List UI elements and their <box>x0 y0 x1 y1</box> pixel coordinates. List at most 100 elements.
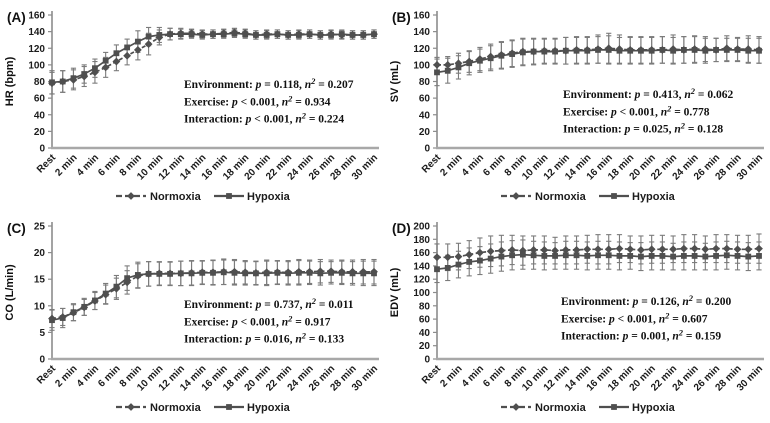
y-axis: 0 20 40 60 80 100 120 140 160 180 200 <box>413 222 438 366</box>
y-tick-label: 80 <box>34 77 46 88</box>
y-tick-label: 20 <box>419 127 431 138</box>
hypoxia-markers <box>434 47 762 76</box>
hypoxia-line <box>51 32 375 84</box>
stats-line: Exercise: p < 0.001, n2 = 0.607 <box>561 310 708 325</box>
legend-hypoxia-label: Hypoxia <box>632 191 676 203</box>
x-tick-label: 2 min <box>438 152 464 178</box>
stats-line: Exercise: p < 0.001, n2 = 0.934 <box>184 93 331 108</box>
x-tick-label: 4 min <box>75 363 101 389</box>
stats-line: Interaction: p = 0.016, n2 = 0.133 <box>184 331 344 346</box>
panel-B: 0 20 40 60 80 100 120 140 160 Rest 2 min 4 min 6 min… <box>385 0 770 211</box>
x-tick-label: 2 min <box>438 363 464 389</box>
y-tick-label: 15 <box>34 275 46 286</box>
x-tick-label: 2 min <box>53 152 79 178</box>
panel-letter: (D) <box>392 221 411 236</box>
x-tick-label: 2 min <box>53 363 79 389</box>
y-tick-label: 120 <box>413 44 430 55</box>
stats-line: Exercise: p < 0.001, n2 = 0.778 <box>563 103 710 118</box>
y-tick-label: 0 <box>424 144 430 155</box>
legend: Normoxia Hypoxia <box>116 191 291 203</box>
y-tick-label: 120 <box>28 44 45 55</box>
y-tick-label: 60 <box>419 315 431 326</box>
legend-hypoxia-label: Hypoxia <box>247 402 291 414</box>
y-axis: 0 20 40 60 80 100 120 140 160 <box>413 11 438 155</box>
stats-line: Interaction: p = 0.025, n2 = 0.128 <box>563 121 723 136</box>
y-tick-label: 140 <box>28 27 45 38</box>
y-tick-label: 20 <box>419 341 431 352</box>
legend-hypoxia-label: Hypoxia <box>247 191 291 203</box>
y-tick-label: 5 <box>39 328 45 339</box>
x-tick-label: 4 min <box>460 363 486 389</box>
panel-letter: (A) <box>7 10 26 25</box>
x-tick-label: 4 min <box>460 152 486 178</box>
y-tick-label: 100 <box>28 60 45 71</box>
hypoxia-markers <box>49 269 377 324</box>
y-axis-title: CO (L/min) <box>4 264 16 321</box>
x-tick-label: 6 min <box>96 152 122 178</box>
stats-line: Interaction: p = 0.001, n2 = 0.159 <box>561 328 721 343</box>
legend-normoxia-label: Normoxia <box>150 402 202 414</box>
y-tick-label: 10 <box>34 301 46 312</box>
panel-A: 0 20 40 60 80 100 120 140 160 Rest 2 min 4 min 6 min… <box>0 0 385 211</box>
panel-letter: (C) <box>7 221 26 236</box>
hypoxia-error-bars <box>434 35 762 87</box>
stats-line: Environment: p = 0.126, n2 = 0.200 <box>561 293 731 308</box>
y-tick-label: 40 <box>419 328 431 339</box>
x-tick-label: 6 min <box>481 363 507 389</box>
y-axis: 0 20 40 60 80 100 120 140 160 <box>28 11 53 155</box>
y-tick-label: 140 <box>413 261 430 272</box>
y-axis-title: SV (mL) <box>389 60 401 102</box>
y-tick-label: 25 <box>34 222 46 233</box>
y-tick-label: 40 <box>419 110 431 121</box>
y-tick-label: 160 <box>413 248 430 259</box>
y-tick-label: 200 <box>413 222 430 233</box>
legend-normoxia-label: Normoxia <box>150 191 202 203</box>
x-tick-label: 4 min <box>75 152 101 178</box>
y-tick-label: 100 <box>413 60 430 71</box>
y-tick-label: 60 <box>34 94 46 105</box>
y-tick-label: 140 <box>413 27 430 38</box>
y-axis: 0 5 10 15 20 25 <box>34 222 53 366</box>
hypoxia-markers <box>434 251 762 273</box>
y-tick-label: 20 <box>34 248 46 259</box>
legend-normoxia-label: Normoxia <box>535 402 587 414</box>
legend: Normoxia Hypoxia <box>501 191 676 203</box>
y-tick-label: 60 <box>419 94 431 105</box>
y-axis-title: HR (bpm) <box>4 56 16 106</box>
stats-line: Interaction: p < 0.001, n2 = 0.224 <box>184 111 344 126</box>
normoxia-line <box>51 31 375 85</box>
panel-letter: (B) <box>392 10 411 25</box>
normoxia-markers <box>433 244 763 262</box>
legend-normoxia-label: Normoxia <box>535 191 587 203</box>
stats-line: Environment: p = 0.118, n2 = 0.207 <box>184 76 354 91</box>
legend: Normoxia Hypoxia <box>116 402 291 414</box>
legend-hypoxia-label: Hypoxia <box>632 402 676 414</box>
y-tick-label: 80 <box>419 77 431 88</box>
hypoxia-markers <box>49 30 377 86</box>
y-tick-label: 0 <box>424 355 430 366</box>
panel-D: 0 20 40 60 80 100 120 140 160 180 200 Rest 2 min 4 mi… <box>385 211 770 422</box>
y-axis-title: EDV (mL) <box>389 267 401 317</box>
stats-line: Environment: p = 0.413, n2 = 0.062 <box>563 86 733 101</box>
x-tick-label: 6 min <box>481 152 507 178</box>
y-tick-label: 0 <box>39 355 45 366</box>
y-tick-label: 80 <box>419 301 431 312</box>
y-tick-label: 180 <box>413 235 430 246</box>
stats-line: Exercise: p < 0.001, n2 = 0.917 <box>184 313 331 328</box>
x-tick-label: 6 min <box>96 363 122 389</box>
y-tick-label: 40 <box>34 110 46 121</box>
legend: Normoxia Hypoxia <box>501 402 676 414</box>
y-tick-label: 20 <box>34 127 46 138</box>
y-tick-label: 100 <box>413 288 430 299</box>
y-tick-label: 0 <box>39 144 45 155</box>
stats-line: Environment: p = 0.737, n2 = 0.011 <box>184 296 354 311</box>
y-tick-label: 120 <box>413 275 430 286</box>
